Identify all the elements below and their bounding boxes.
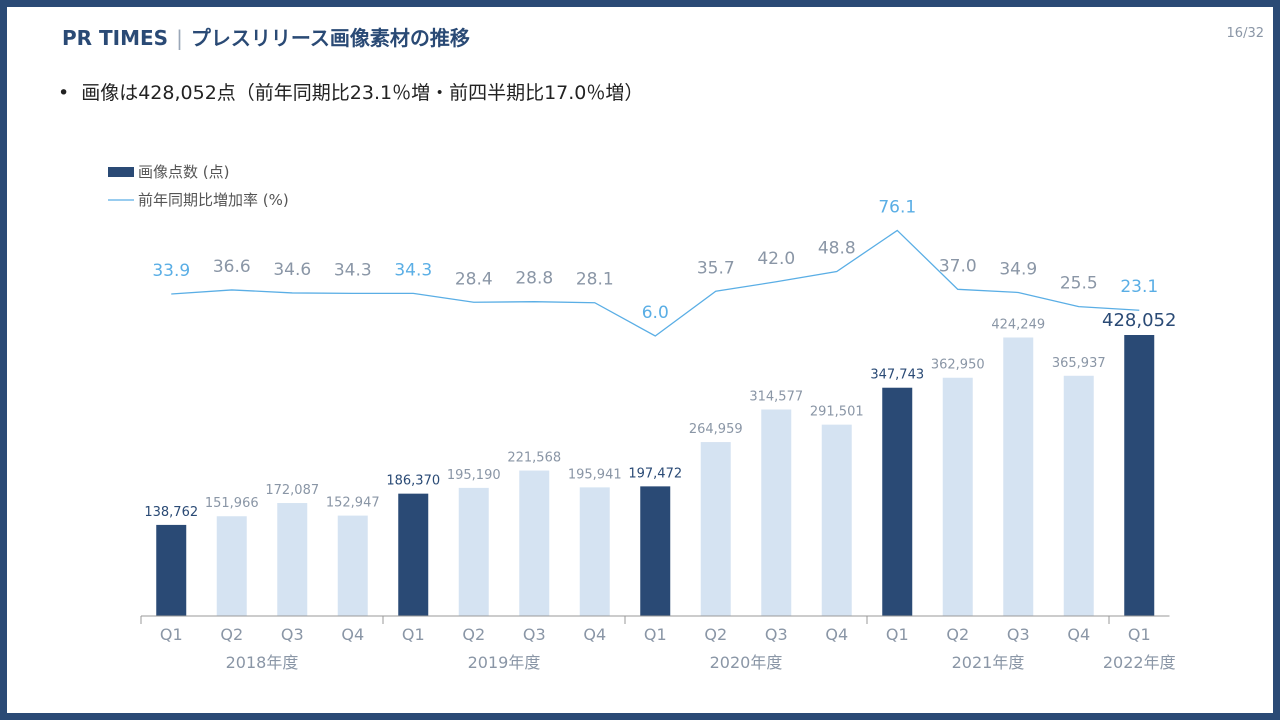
brand-name: PR TIMES — [62, 26, 169, 50]
bullet-dot-icon: • — [58, 82, 70, 104]
bar-9 — [640, 486, 671, 616]
line-label-10: 35.7 — [697, 258, 735, 278]
bar-label-2: 151,966 — [205, 496, 259, 511]
line-label-8: 28.1 — [576, 270, 614, 290]
x-tick-label-9: Q1 — [644, 625, 667, 644]
bar-label-9: 197,472 — [628, 466, 682, 481]
bar-11 — [761, 409, 792, 616]
bar-16 — [1063, 375, 1094, 616]
bar-label-12: 291,501 — [810, 405, 864, 420]
line-label-14: 37.0 — [939, 256, 977, 276]
bar-label-5: 186,370 — [386, 474, 440, 489]
group-label-3: 2020年度 — [710, 653, 783, 672]
bar-6 — [458, 487, 489, 616]
group-label-2: 2019年度 — [468, 653, 541, 672]
line-label-1: 33.9 — [152, 261, 190, 281]
line-label-2: 36.6 — [213, 257, 251, 277]
x-tick-label-8: Q4 — [583, 625, 606, 644]
x-tick-label-5: Q1 — [402, 625, 425, 644]
bar-15 — [1003, 337, 1034, 616]
line-label-17: 23.1 — [1120, 277, 1158, 297]
bar-8 — [579, 487, 610, 616]
summary-bullet: • 画像は428,052点（前年同期比23.1％増・前四半期比17.0％増） — [58, 78, 643, 105]
x-tick-label-7: Q3 — [523, 625, 546, 644]
bar-10 — [700, 442, 731, 616]
bar-label-16: 365,937 — [1052, 356, 1106, 371]
line-label-15: 34.9 — [999, 259, 1037, 279]
bar-label-15: 424,249 — [991, 317, 1045, 332]
x-tick-label-1: Q1 — [160, 625, 183, 644]
bar-label-14: 362,950 — [931, 358, 985, 373]
page-number: 16/32 — [1226, 26, 1264, 41]
line-label-3: 34.6 — [273, 260, 311, 280]
bar-7 — [519, 470, 550, 616]
x-tick-label-13: Q1 — [886, 625, 909, 644]
title-text: プレスリリース画像素材の推移 — [190, 26, 470, 50]
line-label-6: 28.4 — [455, 269, 493, 289]
line-label-7: 28.8 — [515, 269, 553, 289]
x-tick-label-15: Q3 — [1007, 625, 1030, 644]
x-tick-label-6: Q2 — [462, 625, 485, 644]
bar-14 — [942, 377, 973, 616]
line-label-16: 25.5 — [1060, 274, 1098, 294]
bar-4 — [337, 515, 368, 616]
bar-label-8: 195,941 — [568, 467, 622, 482]
bar-2 — [216, 516, 247, 616]
x-tick-label-16: Q4 — [1067, 625, 1090, 644]
bar-1 — [156, 524, 187, 616]
line-label-11: 42.0 — [757, 249, 795, 269]
bar-label-7: 221,568 — [507, 451, 561, 466]
growth-rate-line — [171, 229, 1140, 337]
x-tick-label-17: Q1 — [1128, 625, 1151, 644]
bar-5 — [398, 493, 429, 616]
line-label-4: 34.3 — [334, 260, 372, 280]
bar-label-1: 138,762 — [144, 505, 198, 520]
legend-line-label: 前年同期比増加率 (%) — [138, 191, 289, 209]
line-label-13: 76.1 — [878, 197, 916, 217]
x-tick-label-10: Q2 — [704, 625, 727, 644]
line-label-12: 48.8 — [818, 239, 856, 259]
bar-13 — [882, 387, 913, 616]
bar-12 — [821, 424, 852, 616]
bar-label-13: 347,743 — [870, 368, 924, 383]
legend-bar-swatch — [108, 167, 134, 177]
page-title: PR TIMES | プレスリリース画像素材の推移 — [62, 22, 470, 51]
summary-text: 画像は428,052点（前年同期比23.1％増・前四半期比17.0％増） — [81, 82, 644, 104]
bar-17 — [1124, 335, 1155, 616]
bar-label-10: 264,959 — [689, 422, 743, 437]
x-tick-label-14: Q2 — [946, 625, 969, 644]
x-tick-label-2: Q2 — [220, 625, 243, 644]
bar-label-17: 428,052 — [1102, 310, 1176, 331]
x-tick-label-12: Q4 — [825, 625, 848, 644]
x-tick-label-11: Q3 — [765, 625, 788, 644]
bar-3 — [277, 503, 308, 616]
bar-label-4: 152,947 — [326, 496, 380, 511]
line-label-9: 6.0 — [642, 303, 669, 323]
group-label-5: 2022年度 — [1103, 653, 1176, 672]
group-label-1: 2018年度 — [226, 653, 299, 672]
bar-label-11: 314,577 — [749, 389, 803, 404]
title-separator: | — [176, 26, 183, 50]
bar-label-6: 195,190 — [447, 468, 501, 483]
group-label-4: 2021年度 — [952, 653, 1025, 672]
legend-bar-label: 画像点数 (点) — [138, 163, 229, 181]
x-tick-label-4: Q4 — [341, 625, 364, 644]
line-label-5: 34.3 — [394, 260, 432, 280]
x-tick-label-3: Q3 — [281, 625, 304, 644]
bar-label-3: 172,087 — [265, 483, 319, 498]
